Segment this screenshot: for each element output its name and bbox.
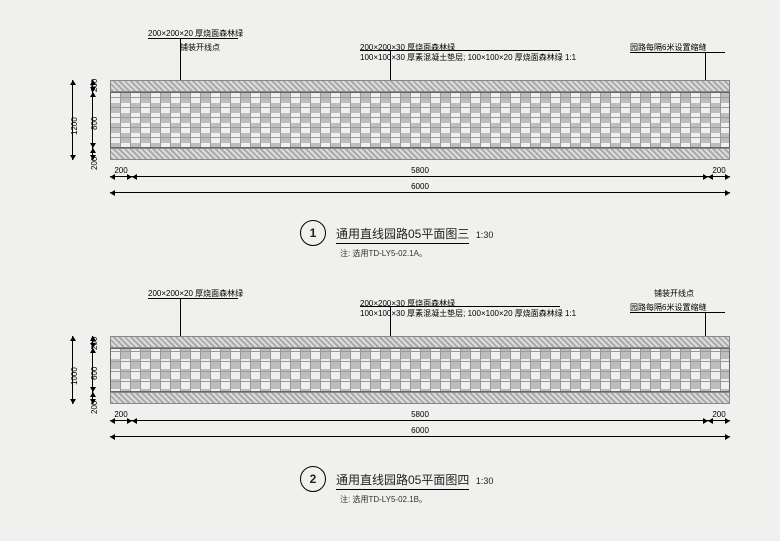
drawing-title: 通用直线园路05平面图三 bbox=[336, 227, 469, 244]
dim-arrow-h bbox=[110, 192, 730, 193]
drawing-panel-2: 200×200×20 厚烧面森林绿 200×200×30 厚烧面森林绿 100×… bbox=[40, 280, 740, 530]
checker-paving bbox=[110, 92, 730, 148]
drawing-title-row: 1 通用直线园路05平面图三 1:30 bbox=[300, 220, 493, 246]
dim-arrow-h bbox=[708, 420, 730, 421]
dim-label: 200 bbox=[90, 401, 99, 414]
drawing-subnote: 注: 选用TD-LY5-02.1A。 bbox=[340, 248, 427, 259]
dim-label: 200 bbox=[708, 166, 730, 175]
dim-label: 1200 bbox=[70, 117, 79, 135]
drawing-title: 通用直线园路05平面图四 bbox=[336, 473, 469, 490]
dim-label: 200 bbox=[110, 410, 132, 419]
bottom-border-strip bbox=[110, 148, 730, 160]
drawing-title-row: 2 通用直线园路05平面图四 1:30 bbox=[300, 466, 493, 492]
dim-label: 6000 bbox=[110, 182, 730, 191]
dim-label: 1000 bbox=[70, 367, 79, 385]
top-border-strip bbox=[110, 336, 730, 348]
dim-label: 600 bbox=[90, 367, 99, 380]
top-border-strip bbox=[110, 80, 730, 92]
drawing-index-circle: 1 bbox=[300, 220, 326, 246]
leader-line bbox=[630, 52, 725, 53]
note-label: 100×100×30 厚素混凝土垫层; 100×100×20 厚烧面森林绿 1:… bbox=[360, 52, 576, 63]
dim-label: 200 bbox=[708, 410, 730, 419]
start-point-label: 铺装开线点 bbox=[654, 288, 694, 299]
dim-arrow-h bbox=[110, 176, 132, 177]
drawing-subnote: 注: 选用TD-LY5-02.1B。 bbox=[340, 494, 427, 505]
dim-label: 200 bbox=[110, 166, 132, 175]
dim-arrow-h bbox=[708, 176, 730, 177]
dim-arrow-h bbox=[132, 420, 708, 421]
dim-label: 5800 bbox=[132, 166, 708, 175]
dim-arrow-h bbox=[132, 176, 708, 177]
leader-line bbox=[148, 298, 238, 299]
drawing-scale: 1:30 bbox=[476, 476, 494, 486]
dim-label: 5800 bbox=[132, 410, 708, 419]
start-point-label: 铺装开线点 bbox=[180, 42, 220, 53]
dim-arrow-h bbox=[110, 420, 132, 421]
bottom-border-strip bbox=[110, 392, 730, 404]
checker-paving bbox=[110, 348, 730, 392]
drawing-panel-1: 200×200×20 厚烧面森林绿 铺装开线点 200×200×30 厚烧面森林… bbox=[40, 20, 740, 270]
dim-label: 200 bbox=[90, 157, 99, 170]
drawing-scale: 1:30 bbox=[476, 230, 494, 240]
leader-line bbox=[630, 312, 725, 313]
drawing-index-circle: 2 bbox=[300, 466, 326, 492]
leader-line bbox=[148, 38, 238, 39]
dim-label: 6000 bbox=[110, 426, 730, 435]
dim-label: 800 bbox=[90, 117, 99, 130]
dim-label: 200 bbox=[90, 79, 99, 92]
note-label: 100×100×30 厚素混凝土垫层; 100×100×20 厚烧面森林绿 1:… bbox=[360, 308, 576, 319]
dim-arrow-h bbox=[110, 436, 730, 437]
